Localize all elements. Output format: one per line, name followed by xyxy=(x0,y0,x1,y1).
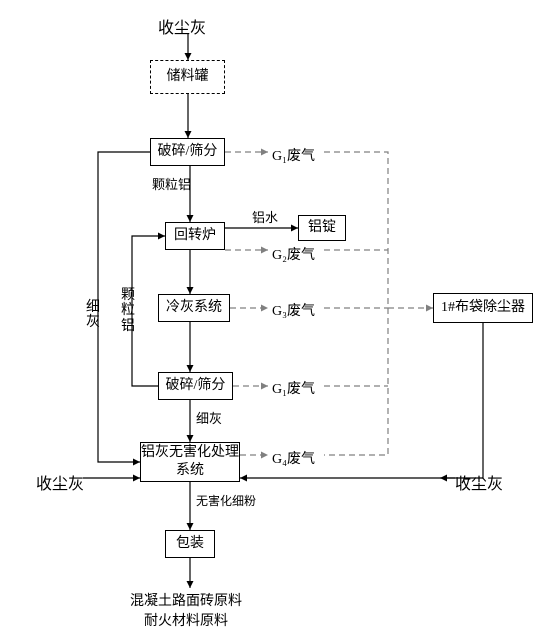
input-top-label: 收尘灰 xyxy=(158,14,206,38)
label-g2-exhaust: G₂废气 xyxy=(272,244,315,264)
input-right-label: 收尘灰 xyxy=(455,470,503,494)
label-g1-exhaust: G₁废气 xyxy=(272,145,315,165)
label-harmless-powder: 无害化细粉 xyxy=(196,492,256,509)
node-crush-sieve-1: 破碎/筛分 xyxy=(150,138,225,166)
node-crush-sieve-2: 破碎/筛分 xyxy=(158,372,233,400)
input-left-label: 收尘灰 xyxy=(36,470,84,494)
label-g1b-exhaust: G₁废气 xyxy=(272,378,315,398)
node-packaging: 包装 xyxy=(165,530,215,558)
label-al-water: 铝水 xyxy=(252,207,278,226)
node-storage: 储料罐 xyxy=(150,60,225,94)
node-al-ingot: 铝锭 xyxy=(298,215,346,241)
label-fine-ash-left: 细灰 xyxy=(85,300,101,331)
node-rotary-kiln: 回转炉 xyxy=(165,222,225,250)
node-bag-filter: 1#布袋除尘器 xyxy=(433,293,533,323)
node-harmless-system: 铝灰无害化处理系统 xyxy=(140,442,240,482)
label-granular-al-left: 颗粒铝 xyxy=(120,288,136,334)
output-bottom-label: 混凝土路面砖原料 耐火材料原料 xyxy=(130,592,242,631)
label-g3-exhaust: G₃废气 xyxy=(272,300,315,320)
label-granular-al-top: 颗粒铝 xyxy=(152,174,191,193)
label-g4-exhaust: G₄废气 xyxy=(272,448,315,468)
label-fine-ash-mid: 细灰 xyxy=(196,408,222,427)
node-cooling-system: 冷灰系统 xyxy=(158,294,230,322)
